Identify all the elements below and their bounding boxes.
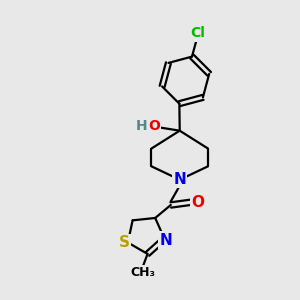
Text: O: O	[148, 119, 160, 133]
Text: O: O	[192, 194, 205, 209]
Text: CH₃: CH₃	[130, 266, 156, 279]
Text: Cl: Cl	[190, 26, 205, 40]
Text: N: N	[160, 233, 172, 248]
Text: H: H	[136, 119, 148, 133]
Text: N: N	[173, 172, 186, 187]
Text: S: S	[119, 235, 130, 250]
